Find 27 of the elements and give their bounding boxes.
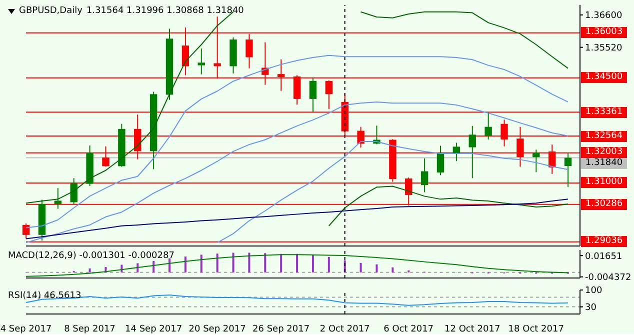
x-tick-label: 18 Oct 2017 bbox=[508, 324, 564, 334]
chart-title: MACD(12,26,9) -0.001301 -0.000287 bbox=[8, 251, 174, 261]
y-tick-label: 0.01651 bbox=[585, 252, 622, 262]
ref-line-label: 1.29036 bbox=[581, 236, 627, 248]
ref-line-label: 1.36003 bbox=[581, 27, 627, 38]
ref-line-label: 1.32003 bbox=[581, 147, 627, 158]
ref-line-label: 1.31840 bbox=[581, 158, 627, 170]
ref-line-label: 1.32564 bbox=[581, 130, 627, 142]
chart-title: GBPUSD,Daily bbox=[19, 6, 82, 16]
x-tick-label: 4 Sep 2017 bbox=[0, 324, 52, 334]
y-tick-label: 30 bbox=[585, 302, 597, 313]
y-tick-label: 100 bbox=[585, 286, 602, 296]
y-tick-label: -0.004372 bbox=[585, 273, 632, 284]
y-tick-label: 1.36600 bbox=[585, 11, 622, 22]
ref-line-label: 1.33361 bbox=[581, 106, 627, 118]
x-tick-label: 20 Sep 2017 bbox=[188, 324, 246, 334]
x-tick-label: 2 Oct 2017 bbox=[320, 324, 370, 334]
ref-line-label: 1.31000 bbox=[581, 177, 627, 188]
x-tick-label: 26 Sep 2017 bbox=[252, 324, 310, 334]
x-tick-label: 14 Sep 2017 bbox=[125, 324, 182, 334]
x-tick-label: 6 Oct 2017 bbox=[384, 324, 434, 334]
x-tick-label: 8 Sep 2017 bbox=[64, 324, 116, 334]
chart-subtitle: 1.31564 1.31996 1.30868 1.31840 bbox=[86, 6, 244, 16]
ref-line-label: 1.30286 bbox=[581, 198, 627, 210]
x-tick-label: 12 Oct 2017 bbox=[444, 324, 500, 334]
ref-line-label: 1.34500 bbox=[581, 72, 627, 84]
y-tick-label: 1.35520 bbox=[585, 44, 622, 54]
